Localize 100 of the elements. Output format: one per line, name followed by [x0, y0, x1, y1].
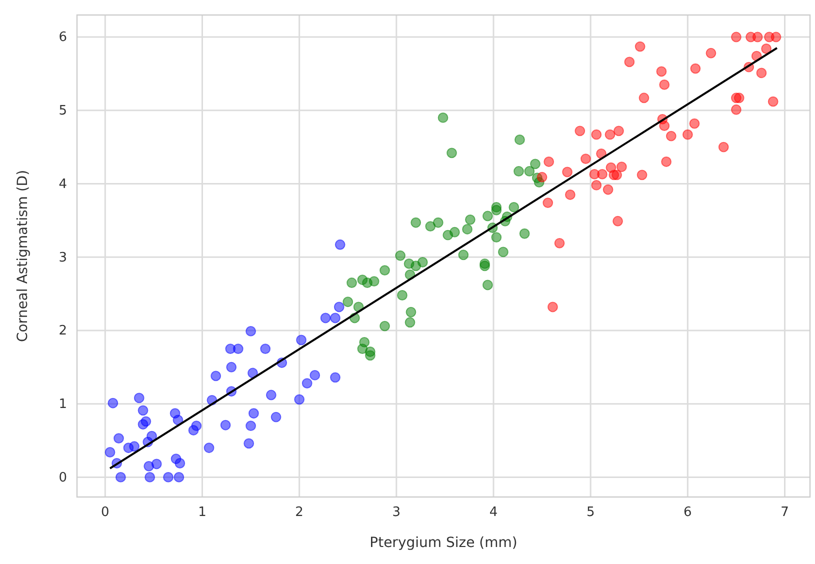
x-tick-label: 6 [684, 505, 692, 520]
point [482, 210, 493, 222]
point [734, 92, 744, 104]
x-tick-label: 1 [198, 505, 206, 520]
point [554, 238, 565, 248]
point [432, 217, 444, 228]
x-tick-label: 0 [101, 505, 110, 520]
point [146, 430, 157, 442]
point [220, 420, 231, 430]
y-tick-label: 6 [58, 30, 67, 46]
point [174, 472, 184, 482]
point [482, 280, 493, 290]
y-tick-label: 0 [58, 470, 67, 486]
point [491, 232, 502, 243]
y-tick-label: 2 [58, 324, 67, 339]
point [730, 104, 742, 115]
point [690, 63, 701, 74]
point [226, 362, 237, 372]
point [542, 198, 554, 208]
point [480, 260, 490, 272]
point [144, 472, 156, 482]
point [138, 405, 148, 416]
point [334, 239, 346, 250]
point [462, 224, 473, 234]
point [591, 129, 602, 140]
point [410, 217, 422, 228]
point [248, 368, 258, 378]
point [464, 214, 476, 225]
point [530, 158, 540, 170]
point [580, 154, 591, 164]
point [614, 126, 624, 136]
point [624, 56, 635, 68]
point [634, 41, 646, 52]
point [140, 416, 152, 427]
y-axis-title: Corneal Astigmatism (D) [15, 170, 31, 342]
x-axis-title: Pterygium Size (mm) [370, 535, 518, 551]
point [191, 420, 202, 432]
point [270, 412, 282, 422]
x-tick-label: 2 [295, 505, 304, 520]
point [425, 221, 436, 232]
point [661, 156, 672, 167]
point [446, 148, 457, 158]
point [514, 166, 524, 176]
point [564, 190, 576, 200]
point [104, 447, 116, 458]
point [498, 246, 508, 258]
x-tick-label: 5 [586, 505, 595, 520]
point [115, 472, 126, 482]
point [310, 370, 320, 380]
point [248, 408, 259, 419]
point [330, 372, 340, 383]
point [210, 370, 222, 382]
point [752, 32, 763, 42]
point [404, 258, 414, 269]
point [129, 441, 140, 452]
point [761, 44, 772, 54]
point [406, 306, 416, 318]
point [296, 334, 306, 346]
point [544, 156, 554, 167]
point [524, 166, 535, 176]
point [612, 216, 623, 226]
point [260, 344, 271, 354]
point [718, 142, 729, 152]
point [294, 394, 305, 405]
point [591, 180, 602, 190]
point [342, 296, 354, 308]
point [602, 184, 614, 195]
point [659, 79, 670, 90]
point [438, 112, 448, 123]
point [362, 278, 373, 288]
point [364, 350, 376, 361]
point [330, 312, 340, 324]
point [266, 390, 276, 400]
point [756, 68, 767, 78]
point [114, 433, 124, 444]
point [491, 204, 502, 216]
point [656, 66, 667, 77]
point [380, 320, 390, 332]
point [174, 458, 186, 468]
point [246, 420, 256, 432]
y-tick-label: 3 [58, 250, 67, 266]
point [397, 290, 408, 300]
point [151, 458, 162, 470]
point [682, 129, 693, 140]
point [334, 302, 344, 312]
y-tick-label: 1 [58, 396, 67, 412]
point [616, 162, 627, 172]
point [666, 130, 676, 142]
point [246, 326, 256, 336]
point [380, 265, 390, 276]
point [562, 166, 573, 178]
point [204, 442, 214, 454]
point [548, 302, 558, 312]
point [604, 129, 616, 140]
point [689, 118, 700, 129]
point [395, 250, 406, 261]
point [163, 472, 174, 482]
point [172, 414, 184, 426]
point [108, 398, 118, 408]
point [134, 392, 144, 404]
